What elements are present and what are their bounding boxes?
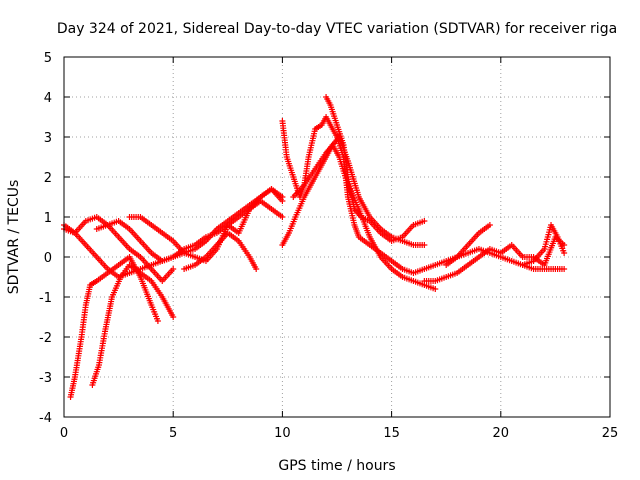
data-point [279, 194, 286, 200]
y-tick-label: 4 [44, 91, 52, 106]
data-point [561, 242, 568, 248]
data-point [154, 318, 161, 324]
data-point [421, 242, 428, 248]
data-point [170, 266, 177, 272]
y-tick-label: 5 [44, 51, 52, 66]
series-track-7 [181, 230, 260, 272]
y-tick-label: -4 [39, 411, 52, 426]
series-track-14 [519, 222, 568, 268]
data-point [561, 250, 568, 256]
y-tick-label: -2 [39, 331, 52, 346]
y-tick-label: 0 [44, 251, 52, 266]
y-tick-label: -3 [39, 371, 52, 386]
series-track-13 [443, 222, 493, 268]
chart-title: Day 324 of 2021, Sidereal Day-to-day VTE… [57, 21, 617, 37]
x-tick-label: 15 [383, 426, 400, 441]
series-track-4 [61, 214, 177, 284]
series-track-2 [67, 254, 161, 400]
data-point [486, 222, 493, 228]
x-axis-label: GPS time / hours [278, 458, 395, 474]
data-point [279, 214, 286, 220]
x-tick-label: 10 [274, 426, 291, 441]
data-series [61, 94, 568, 400]
y-axis-label: SDTVAR / TECUs [6, 180, 22, 295]
x-tick-label: 0 [60, 426, 68, 441]
y-tick-label: 2 [44, 171, 52, 186]
y-tick-label: 3 [44, 131, 52, 146]
data-point [561, 266, 568, 272]
y-tick-label: -1 [39, 291, 52, 306]
series-track-11 [323, 94, 428, 244]
data-point [170, 314, 177, 320]
x-tick-label: 25 [602, 426, 619, 441]
y-tick-label: 1 [44, 211, 52, 226]
data-point [421, 218, 428, 224]
data-point [253, 266, 260, 272]
tick-labels: 0 5 10 15 20 25 -4 -3 -2 -1 0 1 2 3 4 5 [39, 51, 618, 441]
x-tick-label: 5 [169, 426, 177, 441]
plot-frame [63, 56, 611, 418]
data-point [432, 286, 439, 292]
series-track-3 [89, 262, 177, 388]
x-tick-label: 20 [493, 426, 510, 441]
